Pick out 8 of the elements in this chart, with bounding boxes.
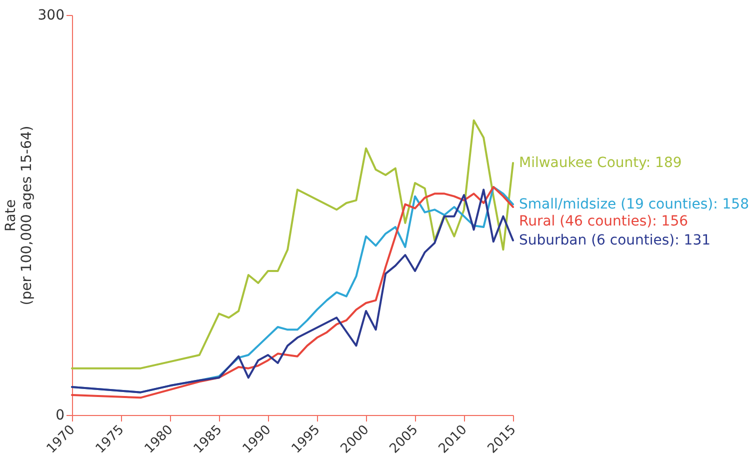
text: Rural (46 counties): 156 xyxy=(519,213,688,230)
y-axis-title: Rate (per 100,000 ages 15-64) xyxy=(2,126,35,306)
y-tick-label: 300 xyxy=(38,8,64,24)
text: Milwaukee County: 189 xyxy=(519,155,682,171)
line-series xyxy=(71,119,514,370)
text: Small/midsize (19 counties): 158 xyxy=(519,196,749,212)
text: Suburban (6 counties): 131 xyxy=(519,232,711,248)
y-tick-label: 0 xyxy=(56,408,64,424)
